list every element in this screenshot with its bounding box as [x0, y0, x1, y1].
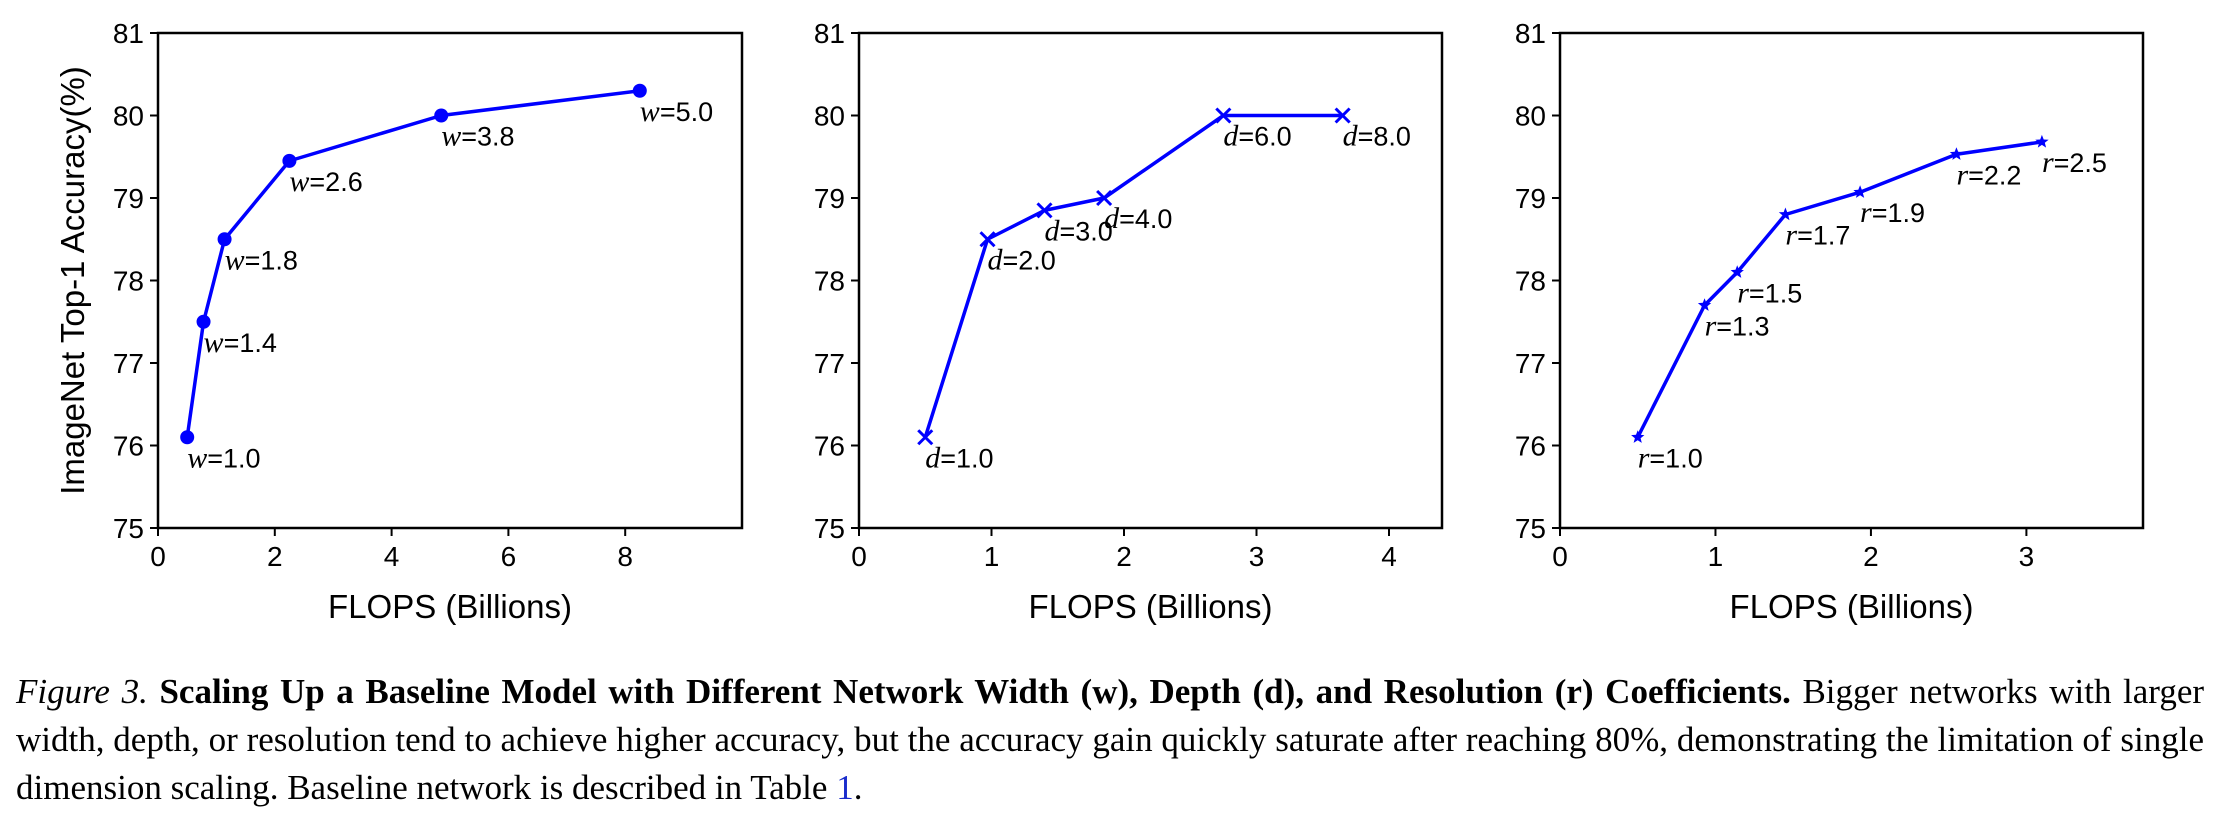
- data-label: w=1.0: [187, 441, 260, 474]
- y-tick-label: 75: [113, 513, 144, 544]
- y-axis-label: ImageNet Top-1 Accuracy(%): [54, 66, 91, 495]
- data-label: w=1.4: [204, 326, 277, 359]
- y-tick-label: 81: [814, 18, 845, 49]
- data-label: r=1.7: [1785, 219, 1850, 252]
- data-point: [1730, 265, 1744, 278]
- y-tick-label: 76: [1515, 431, 1546, 462]
- y-tick-label: 76: [814, 431, 845, 462]
- x-tick-label: 1: [984, 541, 1000, 572]
- y-tick-label: 77: [814, 348, 845, 379]
- data-point: [1949, 147, 1964, 160]
- data-point: [196, 314, 211, 329]
- data-label: r=1.5: [1737, 276, 1802, 309]
- y-tick-label: 79: [814, 183, 845, 214]
- x-tick-label: 0: [150, 541, 166, 572]
- x-tick-label: 2: [1116, 541, 1132, 572]
- data-label: r=1.0: [1638, 441, 1703, 474]
- data-label: d=1.0: [925, 441, 993, 474]
- y-tick-label: 77: [1515, 348, 1546, 379]
- y-tick-label: 80: [113, 101, 144, 132]
- x-tick-label: 4: [384, 541, 400, 572]
- data-label: d=6.0: [1223, 120, 1291, 153]
- y-tick-label: 77: [113, 348, 144, 379]
- data-point: [282, 153, 297, 168]
- x-tick-label: 3: [1249, 541, 1265, 572]
- data-label: r=2.2: [1956, 158, 2021, 191]
- data-point: [434, 108, 449, 123]
- figure-caption: Figure 3. Scaling Up a Baseline Model wi…: [16, 668, 2204, 812]
- y-tick-label: 79: [1515, 183, 1546, 214]
- x-tick-label: 4: [1381, 541, 1397, 572]
- data-point: [1697, 298, 1712, 311]
- chart-panel-2: 0 1 2 3 4 75 76 77 78 79 80 81 FLOPS (Billions) d=1.0…: [814, 18, 1444, 625]
- caption-body: Bigger networks with larger width, depth…: [16, 672, 2205, 807]
- data-point: [979, 231, 996, 248]
- data-point: [180, 430, 195, 445]
- caption-title: Scaling Up a Baseline Model with Differe…: [159, 672, 1791, 711]
- data-label: w=2.6: [289, 165, 362, 198]
- data-label: r=1.9: [1860, 196, 1925, 229]
- chart-panel-3: 0 1 2 3 75 76 77 78 79 80 81 FLOPS (Billions) r=1.0 r…: [1515, 18, 2145, 625]
- x-tick-label: 0: [851, 541, 867, 572]
- data-point: [1853, 185, 1867, 198]
- x-axis-label: FLOPS (Billions): [1029, 588, 1273, 625]
- data-point: [1631, 430, 1645, 443]
- y-tick-label: 81: [113, 18, 144, 49]
- chart-panel-1: 0 2 4 6 8 75 76 77 78 79 80 81 FLOPS (Billions) Image…: [54, 18, 744, 625]
- data-label: d=8.0: [1343, 120, 1411, 153]
- y-tick-label: 76: [113, 431, 144, 462]
- caption-end: .: [853, 768, 863, 807]
- x-tick-label: 8: [617, 541, 633, 572]
- y-tick-label: 79: [113, 183, 144, 214]
- data-point: [2035, 134, 2049, 148]
- y-tick-label: 78: [814, 266, 845, 297]
- y-tick-label: 80: [814, 101, 845, 132]
- x-tick-label: 3: [2019, 541, 2035, 572]
- data-point: [1036, 202, 1053, 219]
- data-point: [917, 429, 934, 446]
- caption-figure-label: Figure 3.: [16, 672, 148, 711]
- data-point: [632, 83, 647, 98]
- x-tick-label: 0: [1552, 541, 1568, 572]
- x-axis-label: FLOPS (Billions): [1730, 588, 1974, 625]
- y-tick-label: 78: [1515, 266, 1546, 297]
- y-tick-label: 75: [1515, 513, 1546, 544]
- series-line: [923, 113, 1343, 438]
- data-label: r=1.3: [1705, 309, 1770, 342]
- data-point: [217, 232, 232, 247]
- data-label: d=4.0: [1104, 202, 1172, 235]
- x-tick-label: 2: [1863, 541, 1879, 572]
- data-point: [1096, 189, 1113, 207]
- data-label: w=3.8: [441, 120, 514, 153]
- y-tick-label: 80: [1515, 101, 1546, 132]
- y-tick-label: 75: [814, 513, 845, 544]
- y-tick-label: 78: [113, 266, 144, 297]
- x-tick-label: 6: [501, 541, 517, 572]
- figure-panels: 0 2 4 6 8 75 76 77 78 79 80 81 FLOPS (Billions) Image…: [54, 18, 2145, 625]
- data-label: r=2.5: [2042, 146, 2107, 179]
- series-line: [185, 89, 641, 438]
- x-axis-label: FLOPS (Billions): [328, 588, 572, 625]
- data-label: d=2.0: [988, 243, 1056, 276]
- data-point: [1334, 107, 1351, 124]
- x-tick-label: 2: [267, 541, 283, 572]
- data-label: w=5.0: [640, 95, 713, 128]
- data-label: d=3.0: [1045, 214, 1113, 247]
- y-tick-label: 81: [1515, 18, 1546, 49]
- x-tick-label: 1: [1708, 541, 1724, 572]
- data-label: w=1.8: [225, 243, 298, 276]
- caption-table-ref[interactable]: 1: [836, 768, 854, 807]
- data-point: [1778, 207, 1793, 221]
- data-point: [1215, 107, 1232, 124]
